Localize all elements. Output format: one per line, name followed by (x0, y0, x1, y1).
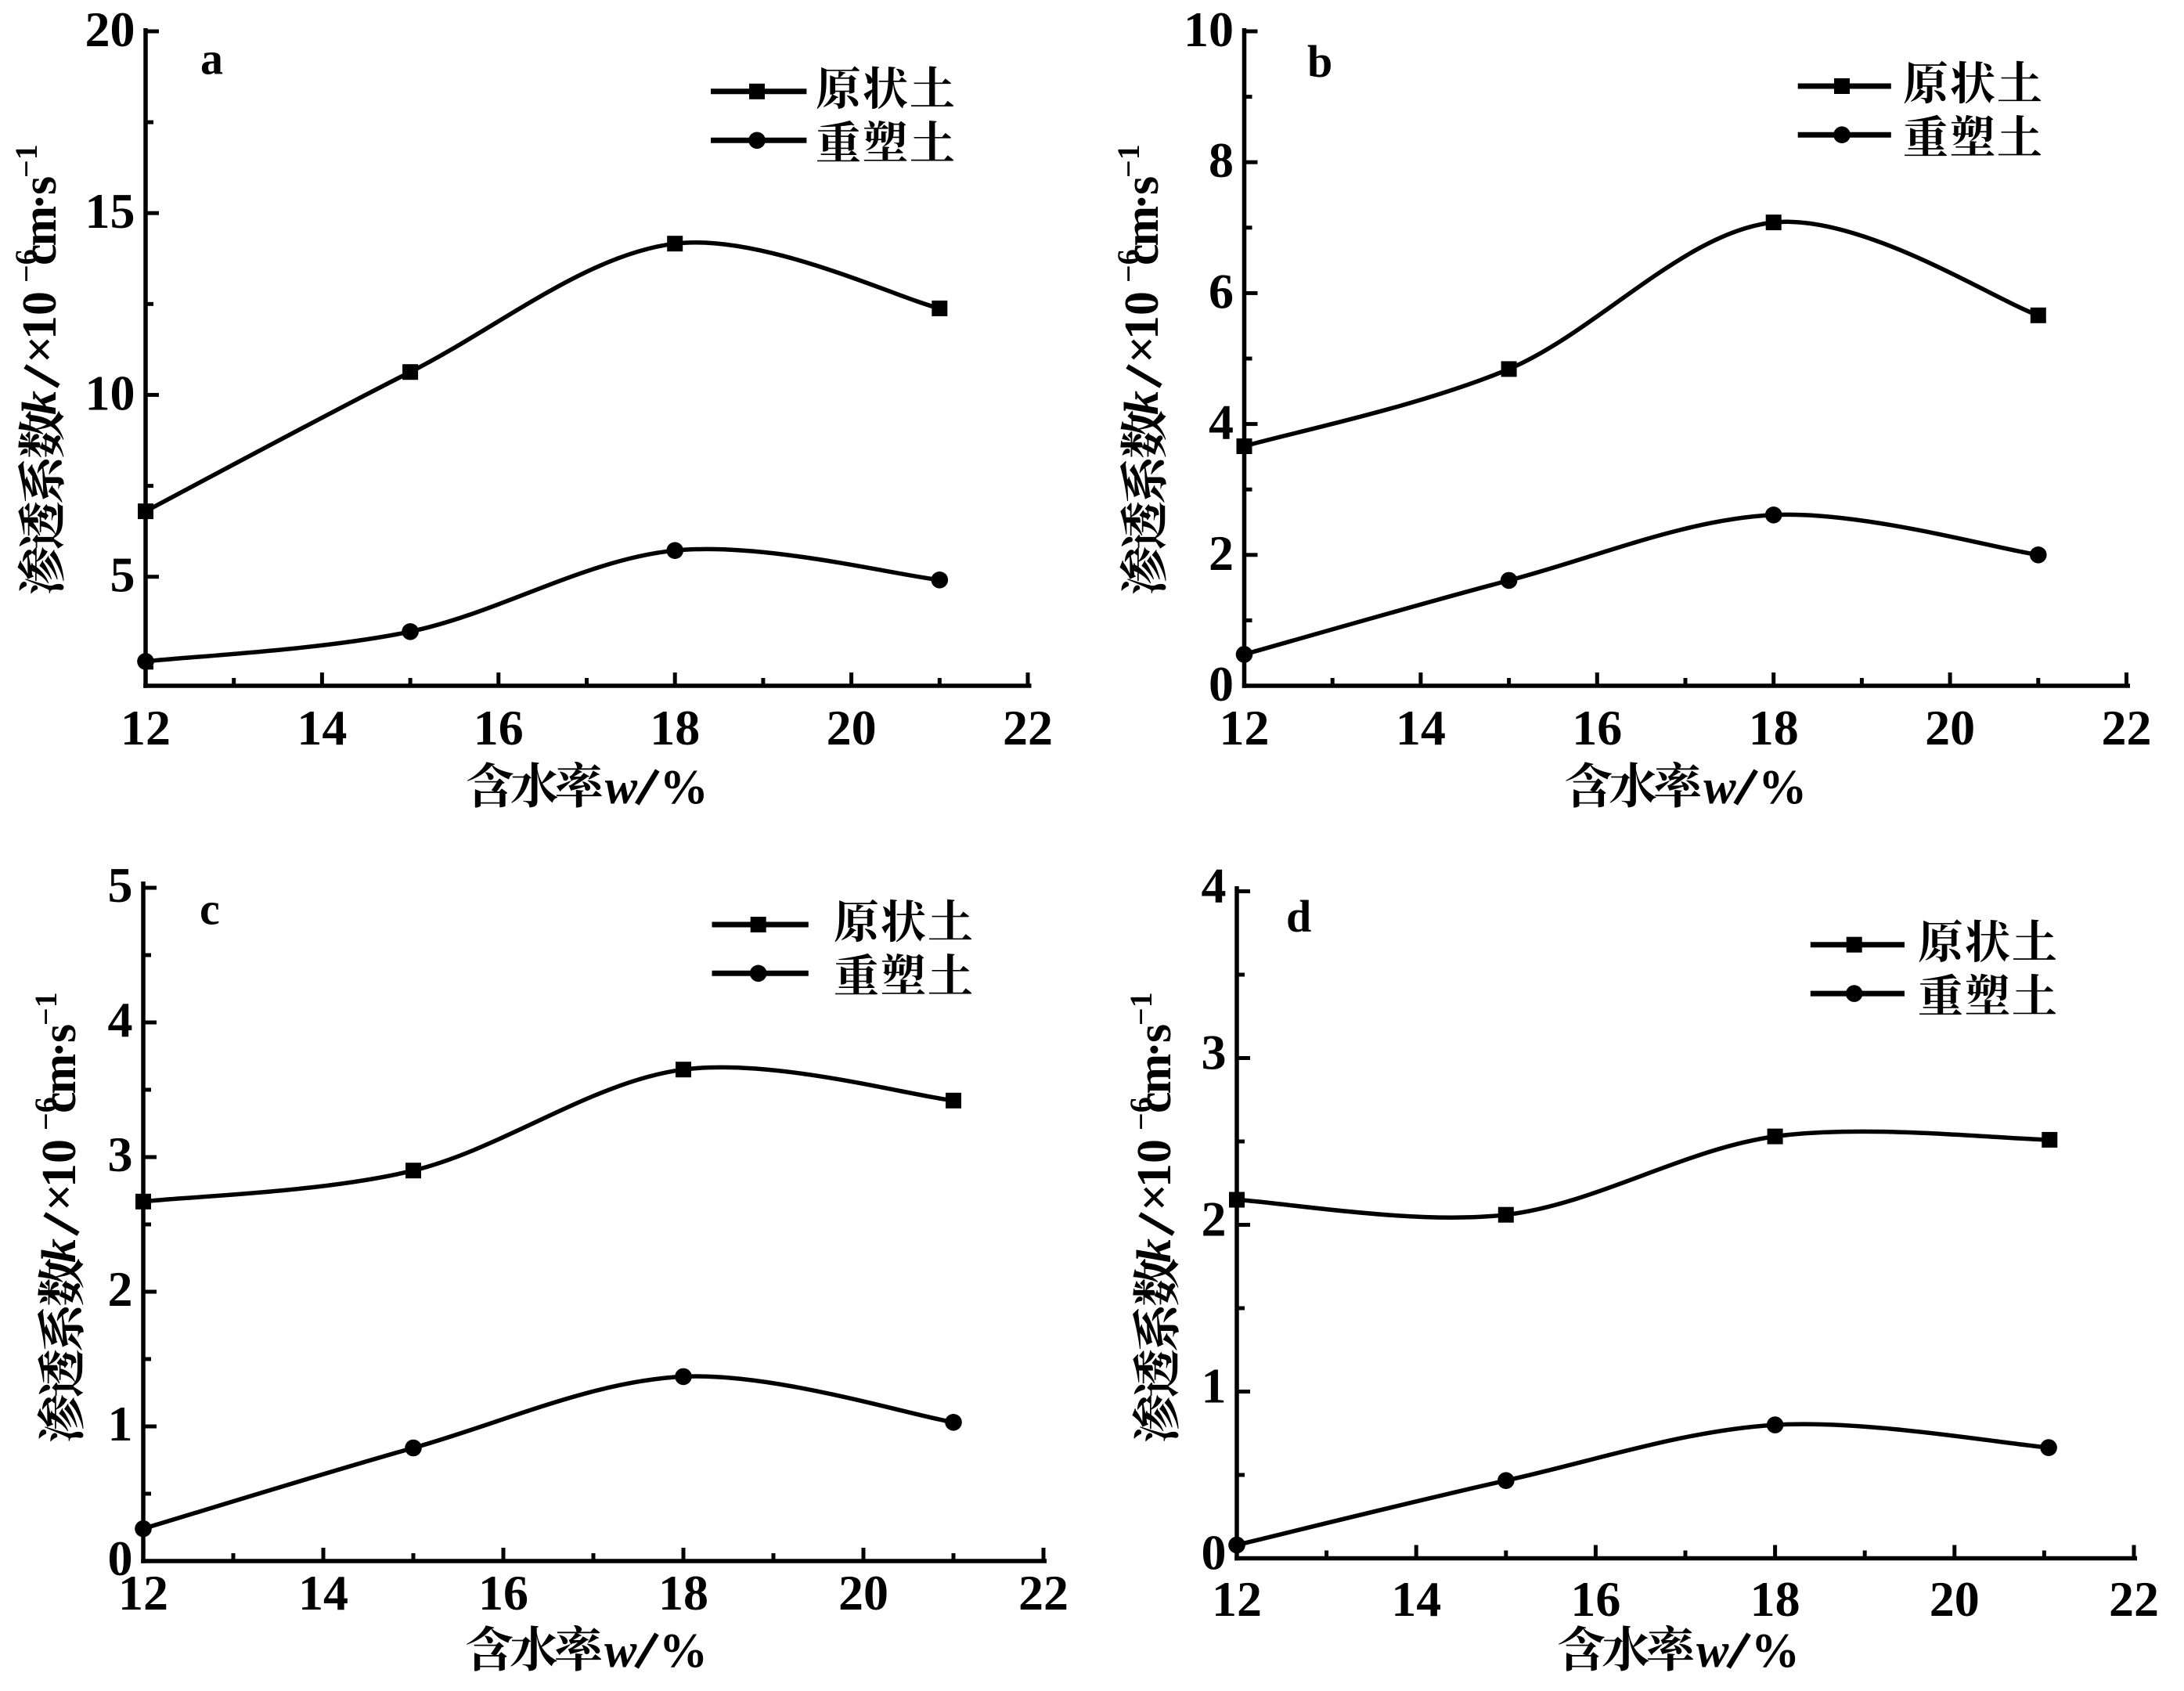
svg-text:4: 4 (1202, 858, 1227, 914)
svg-text:k: k (13, 391, 67, 415)
svg-text:14: 14 (297, 700, 347, 755)
svg-text:w: w (1696, 1624, 1729, 1678)
svg-text:·: · (33, 1041, 86, 1058)
svg-text:%: % (1751, 1624, 1800, 1678)
svg-text:10: 10 (85, 365, 135, 420)
svg-text:20: 20 (827, 700, 877, 755)
svg-text:4: 4 (1209, 395, 1234, 450)
svg-text:5: 5 (108, 857, 133, 913)
svg-text:20: 20 (838, 1565, 888, 1621)
svg-text:s: s (33, 1024, 86, 1043)
svg-text:6: 6 (1209, 263, 1234, 319)
svg-text:20: 20 (85, 2, 135, 57)
svg-text:−6: −6 (1111, 249, 1146, 283)
svg-text:16: 16 (478, 1565, 528, 1621)
svg-text:s: s (1128, 1024, 1181, 1043)
svg-text:18: 18 (1750, 1571, 1800, 1627)
svg-text:w: w (605, 761, 638, 814)
svg-text:−1: −1 (28, 992, 63, 1026)
svg-text:10: 10 (1128, 1139, 1181, 1188)
svg-text:−1: −1 (1123, 992, 1159, 1026)
svg-text:−6: −6 (1123, 1097, 1159, 1130)
svg-text:k: k (1115, 391, 1169, 415)
svg-text:18: 18 (650, 700, 700, 755)
svg-text:15: 15 (85, 183, 135, 239)
svg-text:10: 10 (33, 1139, 86, 1188)
svg-text:1: 1 (1202, 1358, 1227, 1414)
svg-text:·: · (13, 193, 67, 210)
svg-text:k: k (1128, 1239, 1181, 1263)
svg-text:w: w (1703, 761, 1736, 814)
svg-text:cm: cm (1128, 1054, 1181, 1113)
svg-text:0: 0 (1202, 1525, 1227, 1581)
svg-text:×: × (13, 336, 67, 363)
svg-text:s: s (1115, 176, 1169, 195)
svg-text:20: 20 (1930, 1571, 1980, 1627)
svg-text:−6: −6 (9, 249, 44, 283)
svg-text:1: 1 (108, 1396, 133, 1451)
svg-text:·: · (1115, 193, 1169, 210)
svg-text:16: 16 (474, 700, 524, 755)
svg-text:4: 4 (108, 992, 133, 1047)
svg-text:10: 10 (13, 291, 67, 340)
svg-text:cm: cm (1115, 206, 1169, 265)
svg-text:s: s (13, 176, 67, 195)
svg-text:a: a (200, 34, 223, 85)
svg-text:cm: cm (33, 1054, 86, 1113)
svg-text:×: × (33, 1184, 86, 1211)
svg-text:22: 22 (1018, 1565, 1069, 1621)
svg-text:18: 18 (1749, 700, 1799, 755)
svg-text:3: 3 (1202, 1025, 1227, 1080)
svg-text:12: 12 (1220, 700, 1270, 755)
svg-text:×: × (1115, 336, 1169, 363)
svg-text:18: 18 (658, 1565, 708, 1621)
svg-text:10: 10 (1184, 2, 1234, 57)
svg-text:·: · (1128, 1041, 1181, 1058)
svg-text:22: 22 (2102, 700, 2152, 755)
svg-text:cm: cm (13, 206, 67, 265)
svg-text:0: 0 (108, 1531, 133, 1586)
svg-text:2: 2 (1202, 1192, 1227, 1247)
svg-text:%: % (659, 1624, 708, 1678)
svg-text:d: d (1286, 891, 1311, 942)
svg-text:14: 14 (298, 1565, 348, 1621)
svg-text:−1: −1 (1111, 144, 1146, 178)
svg-text:2: 2 (108, 1261, 133, 1317)
svg-text:×: × (1128, 1184, 1181, 1211)
svg-text:10: 10 (1115, 291, 1169, 340)
svg-text:22: 22 (1003, 700, 1053, 755)
svg-text:14: 14 (1396, 700, 1446, 755)
svg-text:c: c (200, 883, 220, 934)
svg-text:−1: −1 (9, 144, 44, 178)
svg-text:k: k (33, 1239, 86, 1263)
svg-text:5: 5 (110, 547, 135, 603)
svg-text:%: % (660, 761, 708, 814)
svg-text:b: b (1307, 36, 1332, 87)
svg-text:8: 8 (1209, 132, 1234, 188)
svg-text:%: % (1758, 761, 1807, 814)
svg-text:16: 16 (1572, 700, 1622, 755)
svg-text:12: 12 (1212, 1571, 1262, 1627)
svg-text:3: 3 (108, 1127, 133, 1182)
svg-text:−6: −6 (28, 1097, 63, 1130)
svg-text:20: 20 (1925, 700, 1975, 755)
svg-text:w: w (604, 1624, 637, 1678)
svg-text:22: 22 (2109, 1571, 2159, 1627)
svg-text:12: 12 (121, 700, 171, 755)
svg-text:2: 2 (1209, 525, 1234, 581)
svg-text:0: 0 (1209, 656, 1234, 712)
svg-text:12: 12 (118, 1565, 168, 1621)
svg-text:14: 14 (1391, 1571, 1441, 1627)
svg-text:16: 16 (1570, 1571, 1620, 1627)
